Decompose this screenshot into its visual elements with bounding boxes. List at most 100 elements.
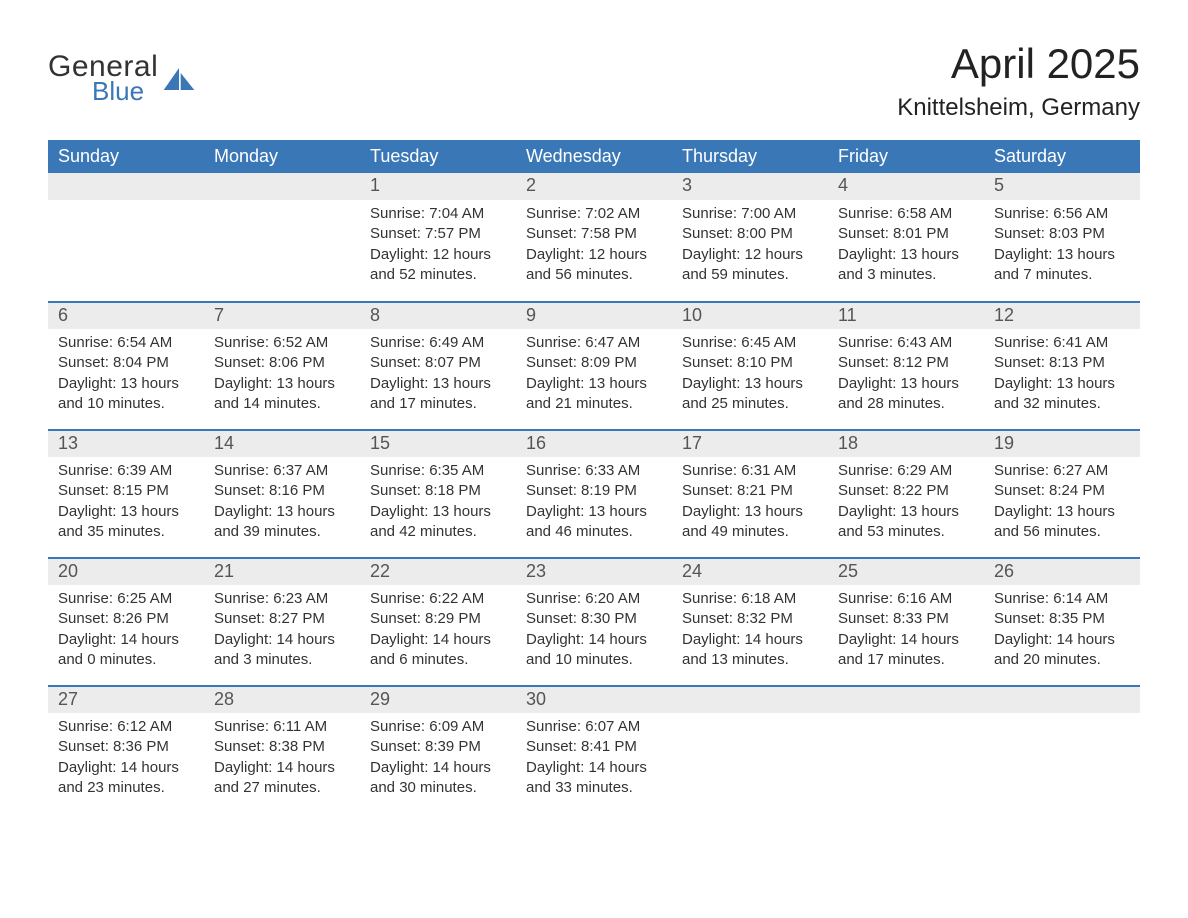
week-row: 27282930Sunrise: 6:12 AMSunset: 8:36 PMD… bbox=[48, 685, 1140, 813]
day-daylight1: Daylight: 13 hours bbox=[838, 374, 974, 394]
day-sunrise: Sunrise: 6:16 AM bbox=[838, 589, 974, 609]
day-sunset: Sunset: 8:32 PM bbox=[682, 609, 818, 629]
day-number: 19 bbox=[984, 431, 1140, 457]
day-daylight2: and 42 minutes. bbox=[370, 522, 506, 542]
day-sunrise: Sunrise: 6:31 AM bbox=[682, 461, 818, 481]
day-sunset: Sunset: 8:12 PM bbox=[838, 353, 974, 373]
day-number: 21 bbox=[204, 559, 360, 585]
day-sunrise: Sunrise: 7:02 AM bbox=[526, 204, 662, 224]
day-sunset: Sunset: 8:21 PM bbox=[682, 481, 818, 501]
day-daylight2: and 49 minutes. bbox=[682, 522, 818, 542]
day-daylight1: Daylight: 14 hours bbox=[370, 630, 506, 650]
day-daylight2: and 3 minutes. bbox=[214, 650, 350, 670]
week-row: 13141516171819Sunrise: 6:39 AMSunset: 8:… bbox=[48, 429, 1140, 557]
day-daylight1: Daylight: 13 hours bbox=[526, 502, 662, 522]
day-sunset: Sunset: 8:18 PM bbox=[370, 481, 506, 501]
day-daylight1: Daylight: 12 hours bbox=[682, 245, 818, 265]
day-sunrise: Sunrise: 6:54 AM bbox=[58, 333, 194, 353]
day-cell: Sunrise: 6:49 AMSunset: 8:07 PMDaylight:… bbox=[360, 329, 516, 429]
day-number: 6 bbox=[48, 303, 204, 329]
day-cell: Sunrise: 6:09 AMSunset: 8:39 PMDaylight:… bbox=[360, 713, 516, 813]
day-sunrise: Sunrise: 6:07 AM bbox=[526, 717, 662, 737]
day-number: 28 bbox=[204, 687, 360, 713]
day-cell: Sunrise: 6:12 AMSunset: 8:36 PMDaylight:… bbox=[48, 713, 204, 813]
brand-sail-icon bbox=[162, 66, 196, 92]
day-sunset: Sunset: 8:30 PM bbox=[526, 609, 662, 629]
day-sunrise: Sunrise: 6:12 AM bbox=[58, 717, 194, 737]
weekday-label: Sunday bbox=[48, 140, 204, 173]
daynum-strip: 27282930 bbox=[48, 687, 1140, 713]
day-number: 24 bbox=[672, 559, 828, 585]
day-daylight2: and 14 minutes. bbox=[214, 394, 350, 414]
day-cell: Sunrise: 6:23 AMSunset: 8:27 PMDaylight:… bbox=[204, 585, 360, 685]
week-row: 6789101112Sunrise: 6:54 AMSunset: 8:04 P… bbox=[48, 301, 1140, 429]
day-daylight2: and 39 minutes. bbox=[214, 522, 350, 542]
day-daylight2: and 30 minutes. bbox=[370, 778, 506, 798]
day-cell bbox=[984, 713, 1140, 813]
day-daylight2: and 0 minutes. bbox=[58, 650, 194, 670]
day-number: 16 bbox=[516, 431, 672, 457]
day-daylight1: Daylight: 13 hours bbox=[214, 502, 350, 522]
day-number: 29 bbox=[360, 687, 516, 713]
day-sunrise: Sunrise: 6:25 AM bbox=[58, 589, 194, 609]
day-sunrise: Sunrise: 6:22 AM bbox=[370, 589, 506, 609]
week-row: 12345Sunrise: 7:04 AMSunset: 7:57 PMDayl… bbox=[48, 173, 1140, 301]
day-sunrise: Sunrise: 6:58 AM bbox=[838, 204, 974, 224]
day-daylight1: Daylight: 12 hours bbox=[370, 245, 506, 265]
day-sunset: Sunset: 7:57 PM bbox=[370, 224, 506, 244]
day-sunset: Sunset: 8:19 PM bbox=[526, 481, 662, 501]
day-daylight2: and 3 minutes. bbox=[838, 265, 974, 285]
day-number bbox=[204, 173, 360, 200]
day-sunset: Sunset: 8:04 PM bbox=[58, 353, 194, 373]
day-cell: Sunrise: 6:25 AMSunset: 8:26 PMDaylight:… bbox=[48, 585, 204, 685]
day-daylight1: Daylight: 14 hours bbox=[214, 630, 350, 650]
day-number: 25 bbox=[828, 559, 984, 585]
day-cell: Sunrise: 6:41 AMSunset: 8:13 PMDaylight:… bbox=[984, 329, 1140, 429]
day-cell: Sunrise: 6:27 AMSunset: 8:24 PMDaylight:… bbox=[984, 457, 1140, 557]
day-sunrise: Sunrise: 6:52 AM bbox=[214, 333, 350, 353]
day-daylight1: Daylight: 13 hours bbox=[994, 502, 1130, 522]
day-number bbox=[984, 687, 1140, 713]
day-number: 23 bbox=[516, 559, 672, 585]
day-cell: Sunrise: 6:07 AMSunset: 8:41 PMDaylight:… bbox=[516, 713, 672, 813]
day-number: 3 bbox=[672, 173, 828, 200]
day-cell: Sunrise: 6:11 AMSunset: 8:38 PMDaylight:… bbox=[204, 713, 360, 813]
day-cell: Sunrise: 6:54 AMSunset: 8:04 PMDaylight:… bbox=[48, 329, 204, 429]
weeks-container: 12345Sunrise: 7:04 AMSunset: 7:57 PMDayl… bbox=[48, 173, 1140, 813]
day-sunset: Sunset: 8:24 PM bbox=[994, 481, 1130, 501]
day-sunset: Sunset: 8:41 PM bbox=[526, 737, 662, 757]
day-daylight2: and 33 minutes. bbox=[526, 778, 662, 798]
day-daylight2: and 27 minutes. bbox=[214, 778, 350, 798]
day-daylight2: and 7 minutes. bbox=[994, 265, 1130, 285]
day-sunrise: Sunrise: 6:23 AM bbox=[214, 589, 350, 609]
day-sunrise: Sunrise: 6:47 AM bbox=[526, 333, 662, 353]
day-cell bbox=[204, 200, 360, 301]
day-number: 17 bbox=[672, 431, 828, 457]
day-daylight1: Daylight: 13 hours bbox=[370, 502, 506, 522]
day-number: 30 bbox=[516, 687, 672, 713]
day-sunset: Sunset: 8:13 PM bbox=[994, 353, 1130, 373]
day-number: 12 bbox=[984, 303, 1140, 329]
day-sunrise: Sunrise: 6:18 AM bbox=[682, 589, 818, 609]
day-sunset: Sunset: 8:36 PM bbox=[58, 737, 194, 757]
day-cell: Sunrise: 6:56 AMSunset: 8:03 PMDaylight:… bbox=[984, 200, 1140, 301]
day-cell: Sunrise: 6:45 AMSunset: 8:10 PMDaylight:… bbox=[672, 329, 828, 429]
day-number bbox=[672, 687, 828, 713]
day-sunrise: Sunrise: 6:33 AM bbox=[526, 461, 662, 481]
weekday-header-row: SundayMondayTuesdayWednesdayThursdayFrid… bbox=[48, 140, 1140, 173]
day-cell: Sunrise: 6:14 AMSunset: 8:35 PMDaylight:… bbox=[984, 585, 1140, 685]
day-cell bbox=[672, 713, 828, 813]
day-cell: Sunrise: 7:02 AMSunset: 7:58 PMDaylight:… bbox=[516, 200, 672, 301]
day-cell: Sunrise: 6:22 AMSunset: 8:29 PMDaylight:… bbox=[360, 585, 516, 685]
day-daylight1: Daylight: 12 hours bbox=[526, 245, 662, 265]
day-sunset: Sunset: 8:33 PM bbox=[838, 609, 974, 629]
weekday-label: Friday bbox=[828, 140, 984, 173]
day-daylight2: and 32 minutes. bbox=[994, 394, 1130, 414]
day-daylight2: and 23 minutes. bbox=[58, 778, 194, 798]
day-sunset: Sunset: 8:26 PM bbox=[58, 609, 194, 629]
day-daylight1: Daylight: 13 hours bbox=[682, 502, 818, 522]
day-cell: Sunrise: 6:31 AMSunset: 8:21 PMDaylight:… bbox=[672, 457, 828, 557]
day-number: 2 bbox=[516, 173, 672, 200]
day-number bbox=[828, 687, 984, 713]
daynum-strip: 20212223242526 bbox=[48, 559, 1140, 585]
